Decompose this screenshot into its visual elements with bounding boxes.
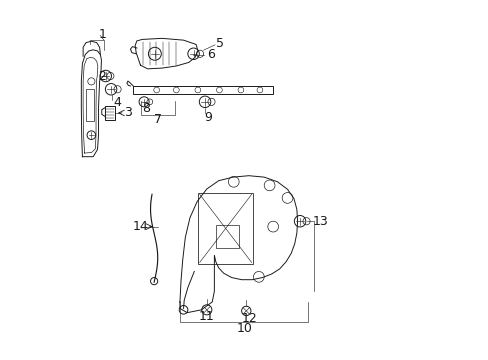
Text: 7: 7 — [153, 113, 161, 126]
Bar — [215, 225, 239, 248]
Bar — [104, 106, 115, 120]
Text: 2: 2 — [99, 69, 106, 82]
Text: 6: 6 — [206, 48, 214, 61]
Text: 12: 12 — [241, 312, 257, 325]
Bar — [198, 193, 253, 264]
Text: 14: 14 — [132, 220, 148, 233]
Text: 11: 11 — [199, 310, 214, 324]
Text: 13: 13 — [312, 215, 327, 228]
Text: 3: 3 — [124, 107, 132, 120]
Text: 8: 8 — [142, 103, 150, 116]
Bar — [86, 89, 94, 121]
Text: 10: 10 — [236, 321, 251, 334]
Text: 9: 9 — [204, 111, 212, 124]
Bar — [133, 86, 273, 94]
Text: 5: 5 — [216, 37, 224, 50]
Text: 4: 4 — [113, 96, 121, 109]
Text: 1: 1 — [98, 28, 106, 41]
